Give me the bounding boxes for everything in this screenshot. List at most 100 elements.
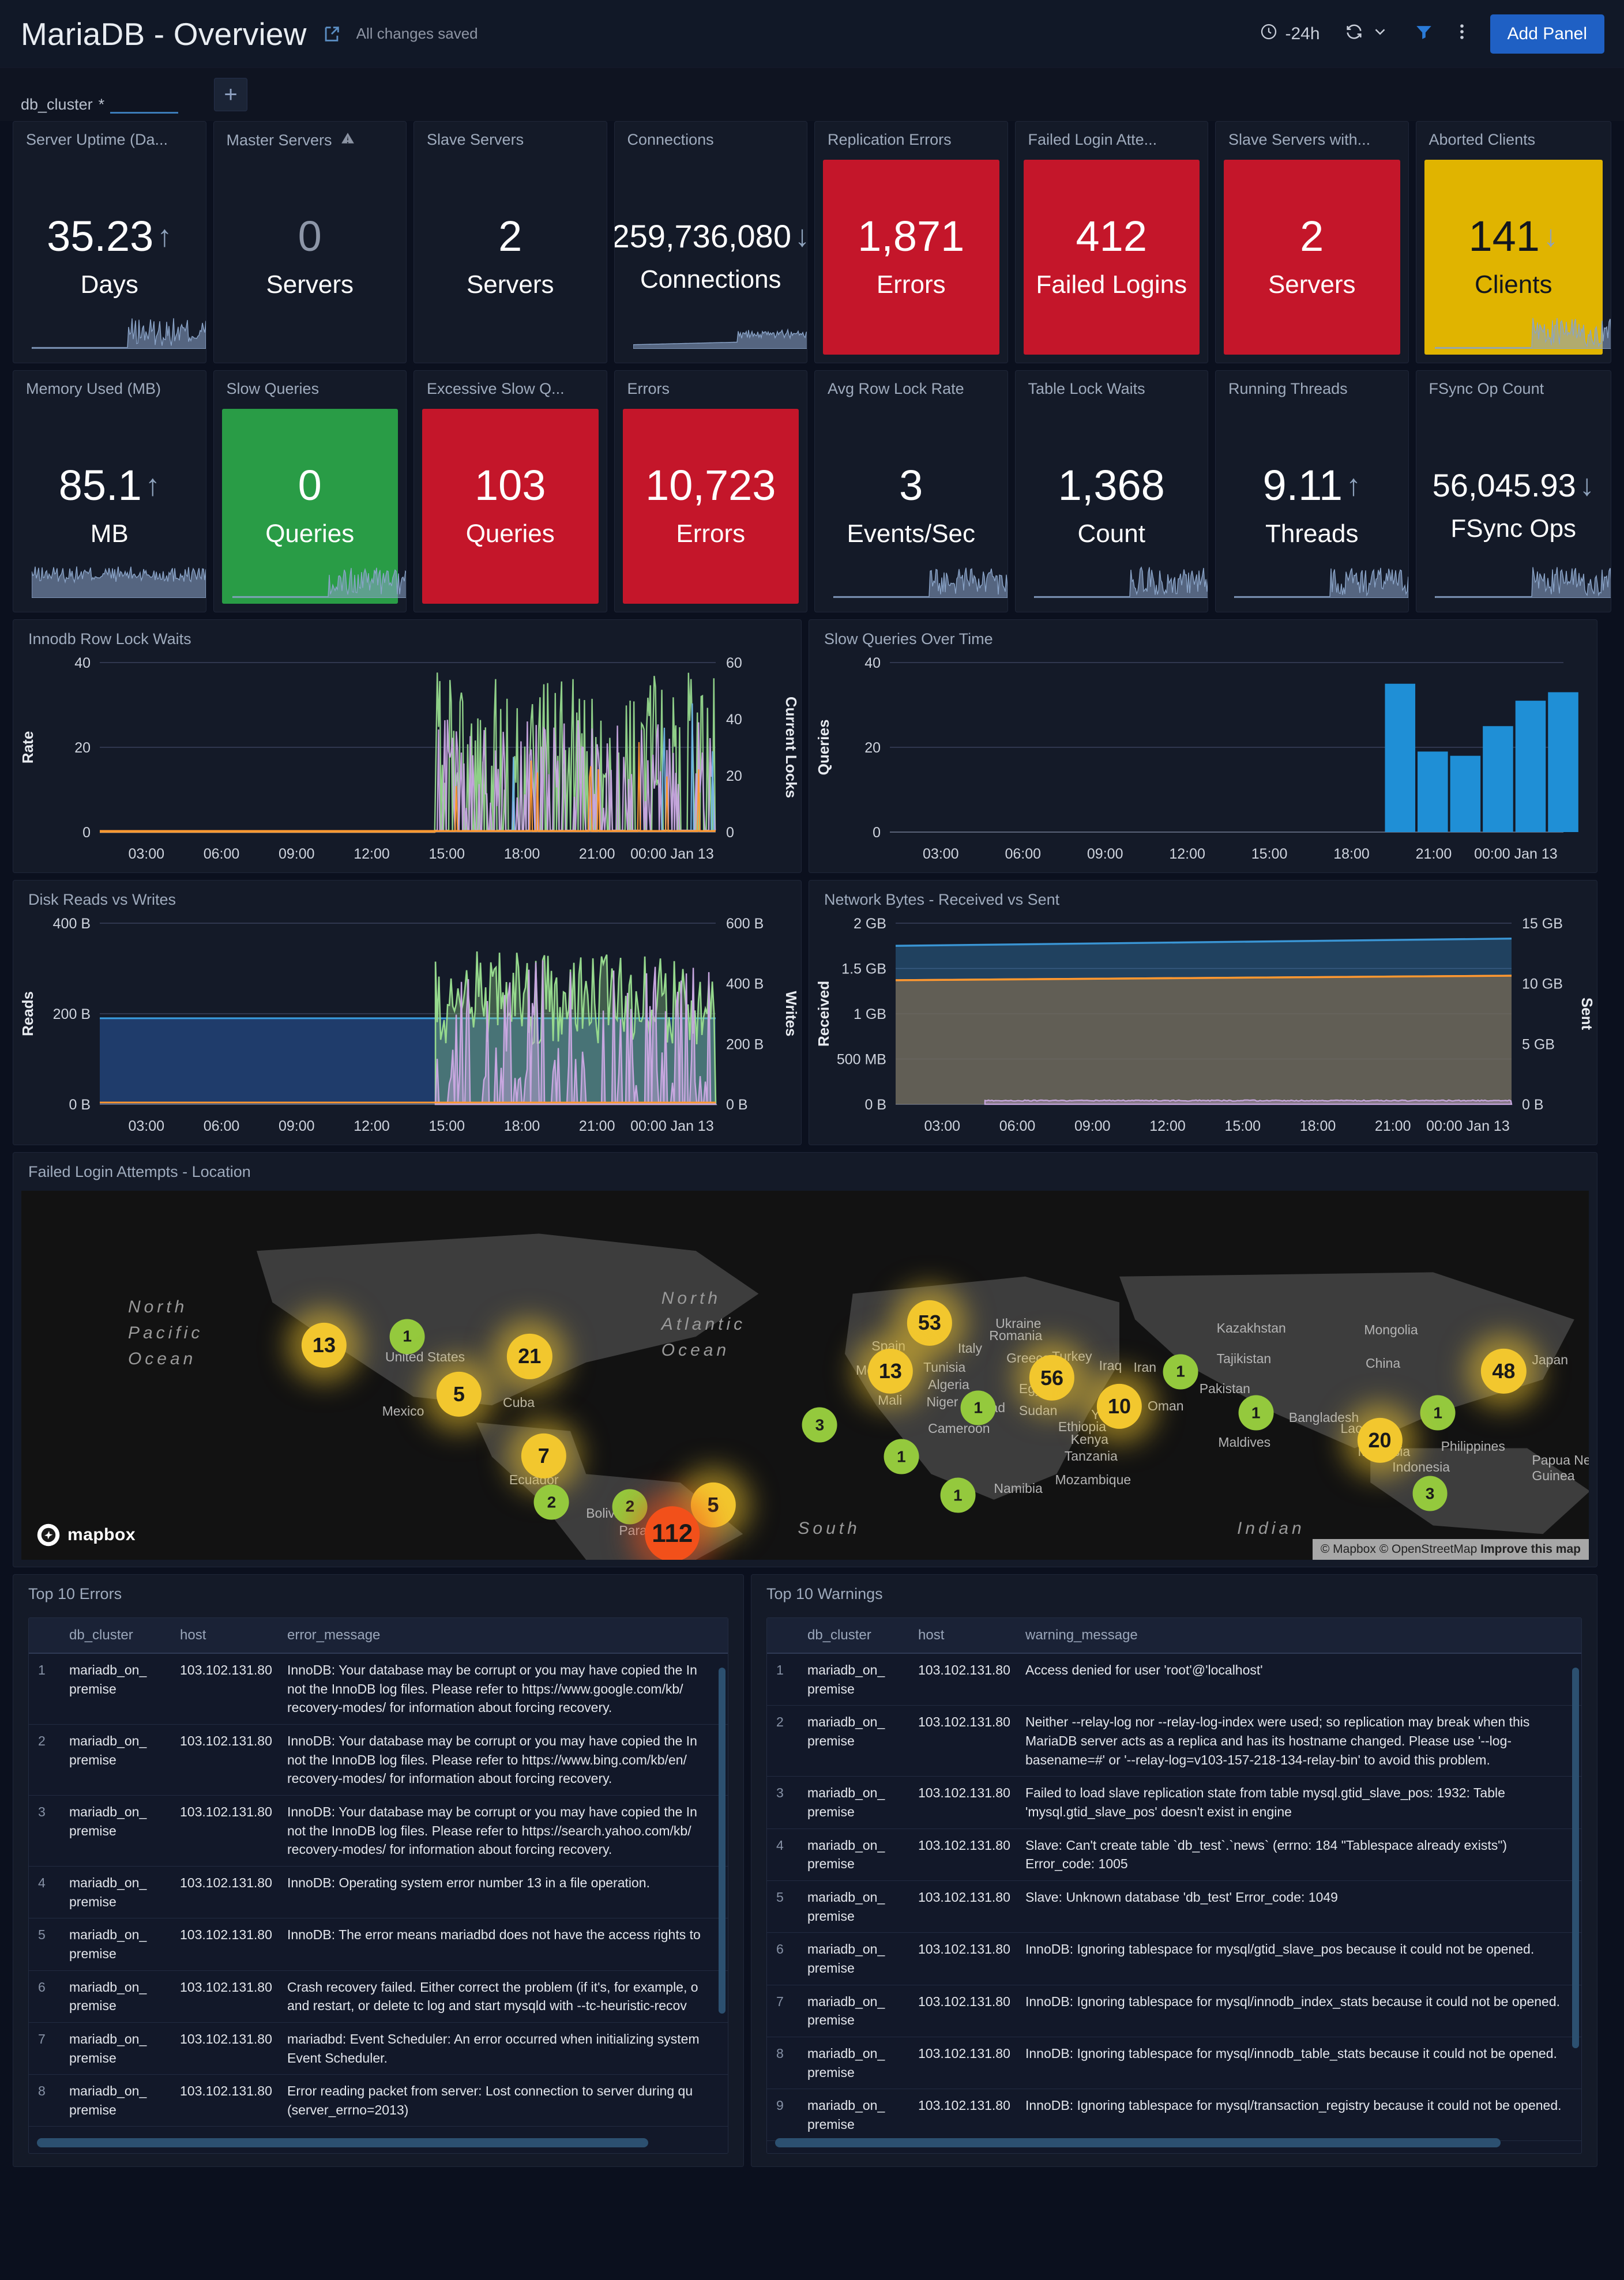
- table-row[interactable]: 1 mariadb_on_ premise 103.102.131.80 InnoDB…: [29, 1654, 728, 1725]
- warnings-col-message[interactable]: warning_message: [1025, 1627, 1138, 1643]
- refresh-icon: [1344, 22, 1364, 46]
- add-variable-button[interactable]: +: [214, 78, 248, 111]
- warnings-col-db-cluster[interactable]: db_cluster: [807, 1627, 871, 1643]
- filter-button[interactable]: [1401, 11, 1446, 57]
- time-range-picker[interactable]: -24h: [1248, 11, 1332, 57]
- map-cluster-marker[interactable]: 48: [1481, 1348, 1527, 1394]
- panel-top-10-errors[interactable]: Top 10 Errors db_cluster host error_mess…: [13, 1574, 744, 2167]
- errors-vertical-scrollbar[interactable]: [719, 1668, 725, 2014]
- stat-panel-aborted-clients[interactable]: Aborted Clients 141 ↓ Clients: [1415, 121, 1611, 363]
- map-cluster-marker[interactable]: 1: [940, 1477, 976, 1513]
- map-cluster-marker[interactable]: 5: [690, 1482, 736, 1527]
- map-country-label: Sudan: [1018, 1402, 1058, 1418]
- errors-horizontal-scrollbar[interactable]: [37, 2138, 648, 2147]
- map-cluster-marker[interactable]: 1: [1163, 1354, 1198, 1390]
- stat-panel-errors[interactable]: Errors 10,723 Errors: [614, 370, 807, 612]
- alert-warning-icon[interactable]: [340, 131, 355, 150]
- panel-title-top-10-warnings: Top 10 Warnings: [766, 1585, 883, 1602]
- table-row[interactable]: 4 mariadb_on_ premise 103.102.131.80 Slave:…: [767, 1829, 1581, 1881]
- db-cluster-variable-value[interactable]: *: [98, 96, 105, 113]
- table-row[interactable]: 8 mariadb_on_ premise 103.102.131.80 InnoDB…: [767, 2037, 1581, 2090]
- table-row[interactable]: 7 mariadb_on_ premise 103.102.131.80 mariad…: [29, 2023, 728, 2075]
- table-row[interactable]: 2 mariadb_on_ premise 103.102.131.80 Neithe…: [767, 1706, 1581, 1777]
- map-cluster-marker[interactable]: 1: [1420, 1395, 1456, 1431]
- panel-slow-queries-over-time[interactable]: Slow Queries Over Time 0 20 40 03:00 06:00 09…: [809, 619, 1597, 873]
- mapbox-logo[interactable]: mapbox: [36, 1523, 136, 1547]
- stat-panel-avg-row-lock-rate[interactable]: Avg Row Lock Rate 3 Events/Sec: [814, 370, 1008, 612]
- stat-panel-slave-servers[interactable]: Slave Servers 2 Servers: [413, 121, 607, 363]
- map-cluster-marker[interactable]: 1: [960, 1390, 996, 1425]
- share-icon[interactable]: [322, 24, 341, 44]
- map-cluster-marker[interactable]: 10: [1096, 1383, 1142, 1429]
- improve-map-link[interactable]: Improve this map: [1480, 1542, 1581, 1556]
- panel-disk-reads-vs-writes[interactable]: Disk Reads vs Writes 0 B 200 B 400 B 0 B 200…: [13, 880, 802, 1145]
- map-cluster-marker[interactable]: 53: [907, 1300, 953, 1346]
- stat-panel-master-servers[interactable]: Master Servers 0 Servers: [213, 121, 407, 363]
- stat-panel-connections[interactable]: Connections 259,736,080↓ Connections: [614, 121, 807, 363]
- chevron-down-icon[interactable]: [1371, 23, 1389, 45]
- table-row[interactable]: 6 mariadb_on_ premise 103.102.131.80 InnoDB…: [767, 1933, 1581, 1985]
- warnings-vertical-scrollbar[interactable]: [1572, 1668, 1579, 2048]
- map-country-label: Pakistan: [1199, 1381, 1250, 1397]
- map-cluster-marker[interactable]: 3: [1412, 1476, 1448, 1511]
- map-cluster-marker[interactable]: 5: [436, 1371, 482, 1417]
- panel-top-10-warnings[interactable]: Top 10 Warnings db_cluster host warning_…: [751, 1574, 1597, 2167]
- map-cluster-marker[interactable]: 2: [533, 1484, 569, 1520]
- map-landmass: [257, 1233, 759, 1406]
- refresh-button[interactable]: [1332, 11, 1401, 57]
- warnings-horizontal-scrollbar[interactable]: [775, 2138, 1501, 2147]
- table-row[interactable]: 5 mariadb_on_ premise 103.102.131.80 InnoDB…: [29, 1918, 728, 1971]
- errors-col-message[interactable]: error_message: [287, 1627, 381, 1643]
- errors-col-host[interactable]: host: [180, 1627, 206, 1643]
- stat-panel-slow-queries[interactable]: Slow Queries 0 Queries: [213, 370, 407, 612]
- warnings-row-index: 8: [776, 2045, 784, 2061]
- table-row[interactable]: 3 mariadb_on_ premise 103.102.131.80 InnoDB…: [29, 1796, 728, 1867]
- stat-panel-running-threads[interactable]: Running Threads 9.11 ↑ Threads: [1215, 370, 1409, 612]
- table-row[interactable]: 5 mariadb_on_ premise 103.102.131.80 Slave:…: [767, 1881, 1581, 1933]
- table-row[interactable]: 8 mariadb_on_ premise 103.102.131.80 Error …: [29, 2075, 728, 2127]
- table-row[interactable]: 6 mariadb_on_ premise 103.102.131.80 Crash …: [29, 1971, 728, 2023]
- warnings-col-host[interactable]: host: [918, 1627, 945, 1643]
- add-panel-button[interactable]: Add Panel: [1490, 14, 1604, 54]
- stat-panel-slave-servers-with[interactable]: Slave Servers with... 2 Servers: [1215, 121, 1409, 363]
- table-row[interactable]: 1 mariadb_on_ premise 103.102.131.80 Access…: [767, 1654, 1581, 1706]
- map-cluster-marker[interactable]: 56: [1029, 1355, 1075, 1401]
- map-cluster-marker[interactable]: 13: [867, 1348, 913, 1394]
- table-row[interactable]: 2 mariadb_on_ premise 103.102.131.80 InnoDB…: [29, 1725, 728, 1796]
- panel-innodb-row-lock-waits[interactable]: Innodb Row Lock Waits 0 20 40 0 20 40 60 03:00 0…: [13, 619, 802, 873]
- map-cluster-marker[interactable]: 2: [612, 1489, 648, 1525]
- more-menu-button[interactable]: [1446, 11, 1478, 57]
- map-cluster-marker[interactable]: 20: [1357, 1417, 1403, 1463]
- stat-panel-failed-login-atte[interactable]: Failed Login Atte... 412 Failed Logins: [1014, 121, 1208, 363]
- stat-panel-memory-used-mb[interactable]: Memory Used (MB) 85.1 ↑ MB: [13, 370, 206, 612]
- map-cluster-marker[interactable]: 3: [802, 1407, 837, 1443]
- stat-panel-server-uptime-da[interactable]: Server Uptime (Da... 35.23 ↑ Days: [13, 121, 206, 363]
- stat-panel-fsync-op-count[interactable]: FSync Op Count 56,045.93 ↓ FSync Ops: [1415, 370, 1611, 612]
- map-cluster-marker[interactable]: 112: [644, 1506, 700, 1560]
- errors-col-db-cluster[interactable]: db_cluster: [69, 1627, 133, 1643]
- table-row[interactable]: 7 mariadb_on_ premise 103.102.131.80 InnoDB…: [767, 1985, 1581, 2037]
- world-map[interactable]: mapbox © Mapbox © OpenStreetMap Improve …: [21, 1191, 1589, 1560]
- panel-network-bytes[interactable]: Network Bytes - Received vs Sent 0 B 500 …: [809, 880, 1597, 1145]
- warnings-table[interactable]: db_cluster host warning_message 1 mariadb…: [766, 1617, 1582, 2154]
- map-cluster-marker[interactable]: 13: [301, 1322, 347, 1368]
- page-title: MariaDB - Overview: [21, 16, 307, 52]
- map-attribution[interactable]: © Mapbox © OpenStreetMap Improve this ma…: [1312, 1539, 1589, 1560]
- stat-panel-title: Replication Errors: [815, 122, 1008, 149]
- errors-table[interactable]: db_cluster host error_message 1 mariadb_o…: [28, 1617, 728, 2154]
- stat-panel-table-lock-waits[interactable]: Table Lock Waits 1,368 Count: [1014, 370, 1208, 612]
- map-cluster-marker[interactable]: 1: [389, 1319, 425, 1355]
- stat-panel-replication-errors[interactable]: Replication Errors 1,871 Errors: [814, 121, 1008, 363]
- map-country-label: Indonesia: [1392, 1459, 1450, 1474]
- map-cluster-marker[interactable]: 1: [1238, 1395, 1274, 1431]
- map-cluster-marker[interactable]: 21: [507, 1334, 552, 1379]
- map-cluster-marker[interactable]: 1: [884, 1439, 919, 1474]
- map-cluster-marker[interactable]: 7: [521, 1433, 566, 1479]
- db-cluster-variable-input[interactable]: [110, 88, 179, 114]
- table-row[interactable]: 3 mariadb_on_ premise 103.102.131.80 Failed…: [767, 1777, 1581, 1829]
- panel-failed-login-map[interactable]: Failed Login Attempts - Location mapbox …: [13, 1152, 1597, 1567]
- map-country-label: Mozambique: [1055, 1472, 1131, 1488]
- table-row[interactable]: 4 mariadb_on_ premise 103.102.131.80 InnoDB…: [29, 1867, 728, 1919]
- stat-panel-excessive-slow-q[interactable]: Excessive Slow Q... 103 Queries: [413, 370, 607, 612]
- table-row[interactable]: 9 mariadb_on_ premise 103.102.131.80 InnoDB…: [767, 2089, 1581, 2142]
